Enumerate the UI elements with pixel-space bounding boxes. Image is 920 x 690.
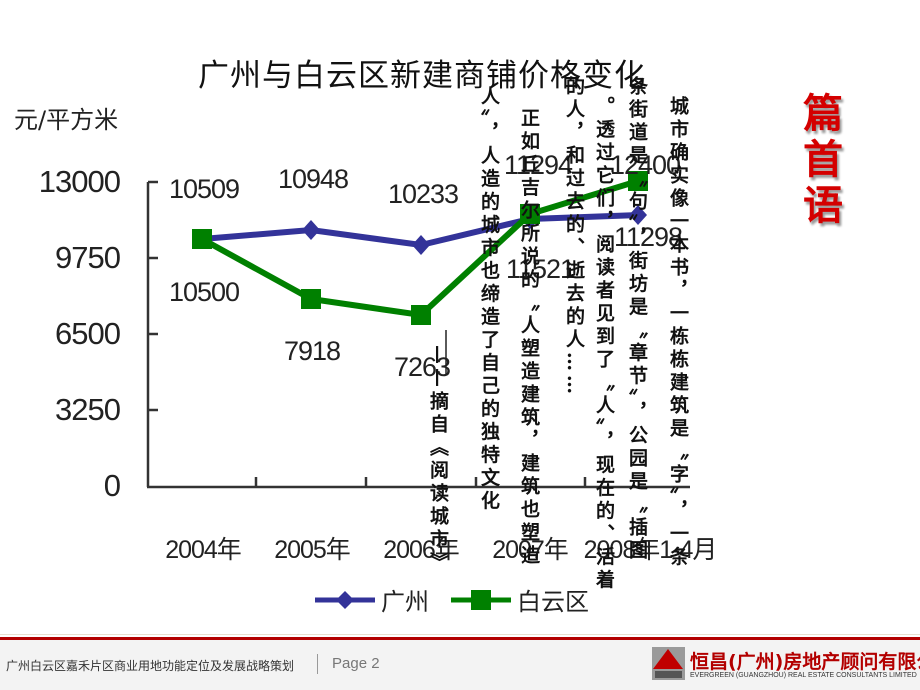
company-name-en: EVERGREEN (GUANGZHOU) REAL ESTATE CONSUL… [690, 672, 917, 679]
y-axis [146, 180, 158, 487]
data-label-guangzhou-2006: 10233 [387, 179, 459, 209]
quote-column-5: 正如丘吉尔所说的〝人塑造建筑，建筑也塑造 [518, 108, 540, 568]
legend-item-guangzhou: 广州 [315, 582, 429, 617]
x-tick-label: 2004年 [165, 536, 242, 564]
footer-divider-light [0, 634, 920, 635]
page-number: Page 2 [332, 655, 380, 672]
data-label-baiyun-2006: 7263 [393, 352, 451, 382]
data-label-guangzhou-2004: 10509 [168, 174, 240, 204]
x-tick-label: 2005年 [274, 536, 351, 564]
x-tick-label: 2007年 [492, 536, 569, 564]
y-axis-unit: 元/平方米 [14, 106, 119, 134]
company-name-cn: 恒昌(广州)房地产顾问有限公司 [690, 651, 920, 673]
data-label-guangzhou-2007: 11294 [503, 150, 573, 180]
diamond-marker-icon [315, 590, 375, 609]
quote-attribution: ——摘自《阅读城市》 [427, 345, 449, 575]
footer-bar [0, 640, 920, 690]
data-label-guangzhou-2008: 11298 [613, 222, 683, 252]
y-tick-label: 13000 [38, 164, 121, 199]
legend-label: 广州 [381, 588, 429, 616]
footer-separator [317, 654, 318, 674]
square-marker-icon [451, 589, 511, 610]
quote-column-6: 人〞，人造的城市也缔造了自己的独特文化 [478, 86, 500, 514]
quote-column-2: 条街道是〝句〞，街坊是〝章节〞，公园是〝插图 [626, 76, 648, 563]
y-tick-label: 9750 [55, 240, 121, 275]
data-label-guangzhou-2005: 10948 [277, 164, 349, 194]
x-tick-label: 2008年1-4月 [583, 536, 718, 564]
data-label-baiyun-2007: 11521 [505, 254, 575, 284]
quote-column-1: 城市确实像一本书，一栋栋建筑是〝字〞，一条 [667, 96, 689, 570]
y-tick-label: 0 [103, 468, 121, 503]
chart-legend: 广州 白云区 [315, 582, 603, 617]
data-label-baiyun-2008: 12400 [609, 150, 681, 180]
chart-title: 广州与白云区新建商铺价格变化 [198, 58, 646, 94]
quote-column-3: 。透过它们，阅读者见到了〝人〞，现在的、活着 [593, 96, 615, 593]
legend-item-baiyun: 白云区 [451, 582, 589, 617]
footer-divider [0, 637, 920, 640]
section-heading-preface: 篇首语 [796, 92, 843, 230]
x-tick-label: 2006年 [383, 536, 460, 564]
y-tick-label: 6500 [55, 316, 121, 351]
data-label-baiyun-2005: 7918 [283, 336, 341, 366]
data-label-baiyun-2004: 10500 [168, 277, 240, 307]
legend-label: 白云区 [517, 588, 589, 616]
footer-project-title: 广州白云区嘉禾片区商业用地功能定位及发展战略策划 [6, 659, 295, 673]
y-tick-label: 3250 [55, 392, 121, 427]
company-logo-icon [652, 647, 685, 680]
quote-column-4: 的人，和过去的、逝去的人…… [563, 76, 585, 398]
x-axis [147, 477, 690, 489]
series-baiyun [192, 171, 648, 325]
